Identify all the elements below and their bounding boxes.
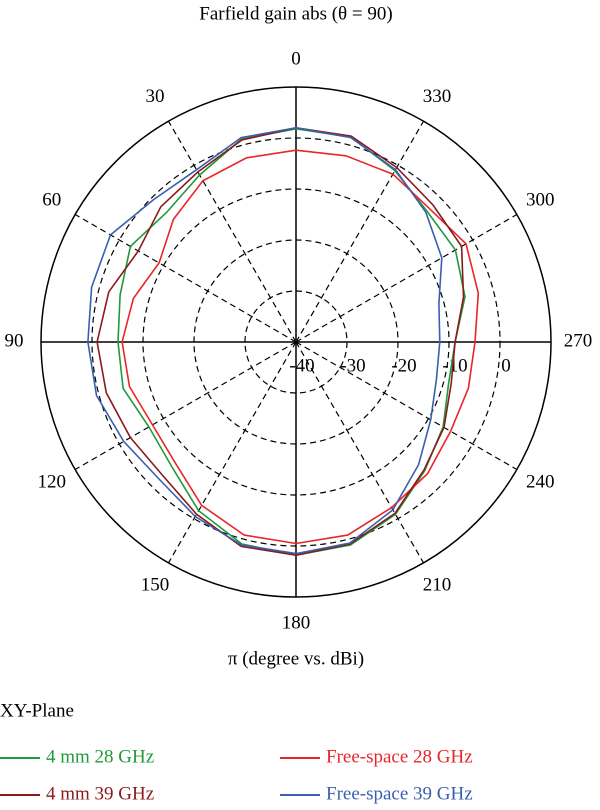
theta-tick-label: 60 bbox=[42, 189, 61, 210]
grid-spoke bbox=[74, 213, 297, 343]
theta-tick-label: 210 bbox=[423, 575, 452, 596]
grid-spoke bbox=[295, 341, 518, 471]
grid-spoke bbox=[167, 341, 297, 564]
legend-label: Free-space 39 GHz bbox=[326, 783, 473, 804]
theta-tick-label: 30 bbox=[146, 86, 165, 107]
theta-tick-label: 270 bbox=[564, 330, 593, 351]
r-tick-label: 0 bbox=[501, 355, 511, 376]
legend-label: 4 mm 28 GHz bbox=[46, 746, 154, 767]
theta-tick-label: 240 bbox=[526, 471, 555, 492]
legend-label: Free-space 28 GHz bbox=[326, 746, 473, 767]
series-line bbox=[96, 126, 465, 557]
r-tick-label: -30 bbox=[340, 355, 365, 376]
grid-spoke bbox=[295, 341, 425, 564]
series-line bbox=[87, 126, 443, 555]
chart-title: Farfield gain abs (θ = 90) bbox=[199, 3, 392, 24]
grid-spoke bbox=[295, 120, 425, 343]
theta-tick-label: 150 bbox=[141, 575, 170, 596]
theta-tick-label: 300 bbox=[526, 189, 555, 210]
series-line bbox=[121, 149, 480, 545]
legend-label: 4 mm 39 GHz bbox=[46, 783, 154, 804]
theta-tick-label: 0 bbox=[291, 48, 301, 69]
r-tick-label: -40 bbox=[289, 355, 314, 376]
legend-title: XY-Plane bbox=[0, 700, 74, 721]
grid-spoke bbox=[295, 213, 518, 343]
r-tick-label: -10 bbox=[442, 355, 467, 376]
grid-spoke bbox=[74, 341, 297, 471]
theta-tick-label: 330 bbox=[423, 86, 452, 107]
theta-tick-label: 180 bbox=[282, 612, 311, 633]
grid-spoke bbox=[167, 120, 297, 343]
axis-label: π (degree vs. dBi) bbox=[228, 648, 364, 669]
theta-tick-label: 120 bbox=[38, 471, 67, 492]
r-tick-label: -20 bbox=[391, 355, 416, 376]
theta-tick-label: 90 bbox=[5, 330, 24, 351]
